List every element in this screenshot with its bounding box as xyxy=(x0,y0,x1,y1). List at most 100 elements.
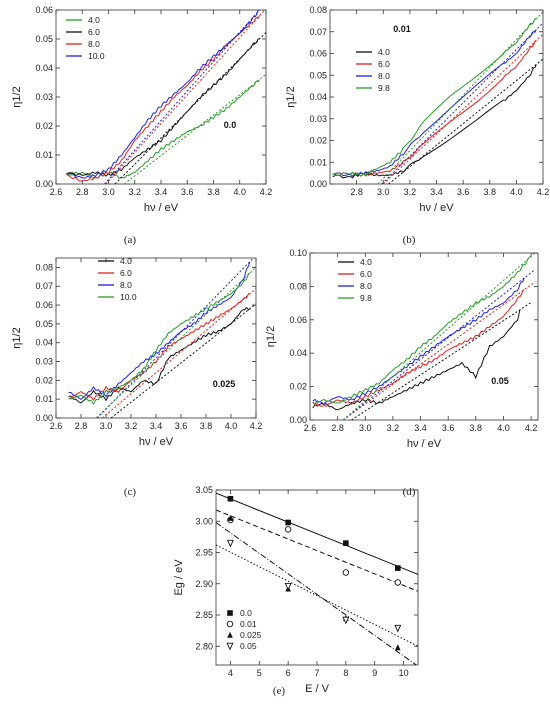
x-tick-label: 7 xyxy=(314,668,319,678)
x-tick-label: 3.2 xyxy=(125,421,138,431)
data-point-triangle-down xyxy=(342,616,350,625)
y-tick-label: 0.04 xyxy=(309,92,327,102)
x-tick-label: 3.8 xyxy=(483,187,496,197)
legend-label: 0.05 xyxy=(240,641,257,651)
x-tick-label: 2.8 xyxy=(76,187,89,197)
data-point-triangle-up xyxy=(227,514,234,521)
y-tick-label: 0.01 xyxy=(35,150,53,160)
fit-line-0.0 xyxy=(216,492,418,575)
legend-label: 0.025 xyxy=(240,630,262,640)
y-tick-label: 2.95 xyxy=(195,548,213,558)
panel-annotation: 0.025 xyxy=(213,379,236,389)
y-tick-label: 0.01 xyxy=(35,394,53,404)
x-tick-label: 2.6 xyxy=(50,187,63,197)
series-line-9.8 xyxy=(332,18,537,177)
x-tick-label: 4.2 xyxy=(260,187,273,197)
legend-label: 8.0 xyxy=(378,71,390,81)
x-tick-label: 3.4 xyxy=(150,421,163,431)
x-tick-label: 3.2 xyxy=(387,423,400,433)
fit-line-4.0 xyxy=(351,302,532,420)
panel-caption: (d) xyxy=(403,486,416,498)
fit-line-10.0 xyxy=(104,10,261,184)
legend-label: 6.0 xyxy=(120,268,132,278)
fit-line-4.0 xyxy=(388,58,543,184)
x-tick-label: 2.6 xyxy=(50,421,63,431)
legend-label: 9.8 xyxy=(360,293,372,303)
x-tick-label: 3.0 xyxy=(377,187,390,197)
legend-label: 4.0 xyxy=(88,15,100,25)
data-point-triangle-down xyxy=(226,539,234,548)
fit-line-6.0 xyxy=(114,31,266,184)
y-axis-label: η1/2 xyxy=(11,327,23,348)
series-line-8.0 xyxy=(68,261,251,400)
x-tick-label: 3.8 xyxy=(200,421,213,431)
y-tick-label: 3.00 xyxy=(195,516,213,526)
y-tick-label: 0.06 xyxy=(309,49,327,59)
chart-panel-b: 2.8 3.0 3.2 3.4 3.6 3.8 4.0 4.2 0.00 0.01 0.02 0.03… xyxy=(285,5,549,246)
y-tick-label: 0.02 xyxy=(289,382,307,392)
y-tick-label: 0.00 xyxy=(35,413,53,423)
x-tick-label: 4.0 xyxy=(497,423,510,433)
x-tick-label: 9 xyxy=(372,668,377,678)
x-tick-label: 3.0 xyxy=(100,421,113,431)
fit-line-8.0 xyxy=(342,268,536,420)
y-tick-label: 0.03 xyxy=(309,114,327,124)
panel-annotation: 0.0 xyxy=(224,120,237,130)
series-line-10.0 xyxy=(68,272,251,405)
data-point-square xyxy=(227,610,233,616)
x-tick-label: 3.6 xyxy=(175,421,188,431)
fit-line-6.0 xyxy=(382,33,543,184)
plot-area xyxy=(216,492,418,665)
x-tick-label: 3.0 xyxy=(359,423,372,433)
fit-line-8.0 xyxy=(105,10,266,184)
series-line-4.0 xyxy=(332,64,537,179)
y-tick-label: 0.07 xyxy=(309,27,327,37)
y-axis-label: η1/2 xyxy=(285,86,297,107)
y-tick-label: 0.02 xyxy=(35,121,53,131)
fit-line-0.025 xyxy=(216,522,418,665)
x-tick-label: 2.8 xyxy=(350,187,363,197)
x-tick-label: 10 xyxy=(399,668,409,678)
plot-area xyxy=(66,10,266,184)
fit-line-0.01 xyxy=(216,509,418,592)
x-tick-label: 2.8 xyxy=(331,423,344,433)
y-tick-label: 0.06 xyxy=(35,5,53,15)
legend-label: 0.01 xyxy=(240,619,257,629)
legend-label: 0.0 xyxy=(240,608,252,618)
series-line-6.0 xyxy=(312,289,525,407)
series-line-6.0 xyxy=(332,39,537,177)
x-tick-label: 4.0 xyxy=(225,421,238,431)
x-tick-label: 3.0 xyxy=(102,187,115,197)
data-point-triangle-up xyxy=(395,644,401,651)
y-tick-label: 2.80 xyxy=(195,641,213,651)
data-point-circle xyxy=(284,526,292,533)
legend: 4.0 6.0 8.0 10.0 xyxy=(98,256,137,302)
plot-area xyxy=(68,258,256,418)
legend-label: 6.0 xyxy=(360,269,372,279)
fit-line-4.0 xyxy=(110,303,256,418)
fit-line-8.0 xyxy=(381,22,543,184)
series-line-6.0 xyxy=(66,38,260,177)
data-point-triangle-down xyxy=(284,583,292,591)
panel-caption: (b) xyxy=(403,234,416,246)
plot-area xyxy=(312,253,536,420)
x-tick-label: 3.2 xyxy=(404,187,417,197)
data-point-circle xyxy=(342,569,350,576)
x-axis-label: hν / eV xyxy=(144,202,179,214)
legend-label: 8.0 xyxy=(88,39,100,49)
x-tick-label: 4.0 xyxy=(233,187,246,197)
x-tick-label: 3.4 xyxy=(155,187,168,197)
y-tick-label: 3.05 xyxy=(195,485,213,495)
chart-panel-e: 4 5 6 7 8 9 10 2.80 2.85 2.90 2.95 3.00 3.05 E / V Eg … xyxy=(173,485,419,697)
data-point-circle xyxy=(394,579,402,586)
y-tick-label: 0.10 xyxy=(289,248,307,258)
legend-label: 10.0 xyxy=(120,292,137,302)
plot-area xyxy=(332,11,543,184)
series-line-9.8 xyxy=(312,255,532,405)
x-axis-label: hν / eV xyxy=(407,438,442,450)
legend-label: 9.8 xyxy=(378,83,390,93)
y-tick-label: 0.00 xyxy=(289,415,307,425)
x-tick-label: 8 xyxy=(343,668,348,678)
y-tick-label: 2.90 xyxy=(195,579,213,589)
y-tick-label: 0.08 xyxy=(309,5,327,15)
